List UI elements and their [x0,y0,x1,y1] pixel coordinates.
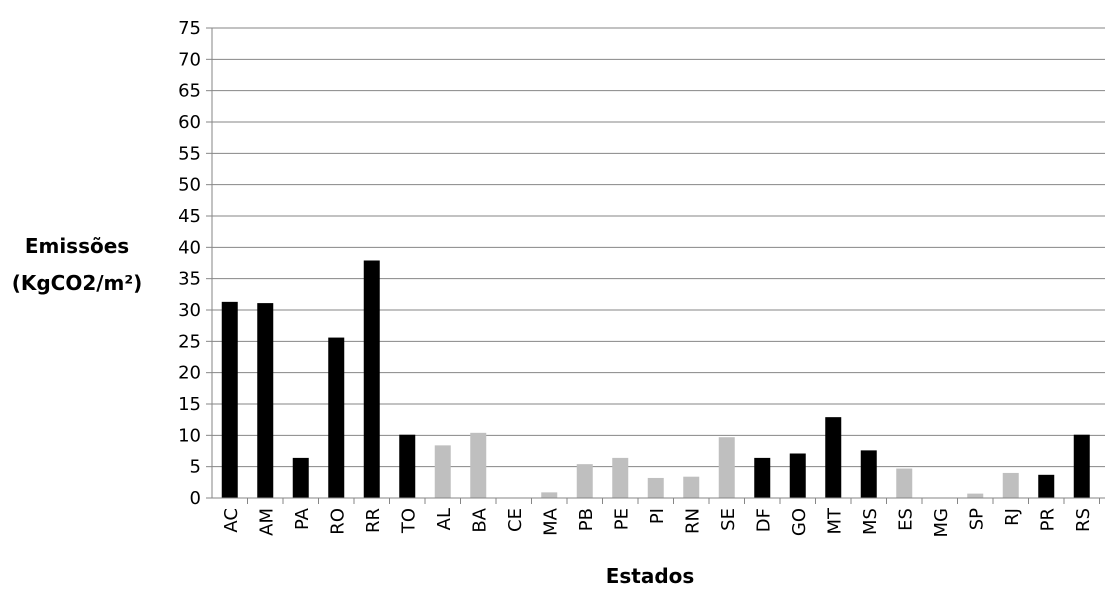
bar-pa [292,457,309,498]
y-tick-label: 35 [178,269,201,290]
bar-se [718,437,735,498]
bar-mt [825,417,842,498]
bar-am [257,303,274,498]
axes [211,28,1105,499]
x-tick-label-go: GO [789,508,810,536]
bar-to [399,434,416,498]
y-tick-label: 60 [178,112,201,133]
x-tick-label-to: TO [398,508,419,534]
bar-es [896,468,913,498]
x-tick-label-mt: MT [824,507,845,535]
y-tick-label: 55 [178,143,201,164]
bar-ms [860,450,877,498]
y-axis-title-line2: (KgCO2/m²) [12,271,143,295]
x-tick-label-pr: PR [1037,508,1058,531]
y-axis-title-line1: Emissões [25,234,129,258]
x-tick-label-pb: PB [576,508,597,531]
x-tick-label-pe: PE [611,508,632,530]
bar-pi [647,477,664,498]
bar-rs [1073,434,1090,498]
y-axis-ticks: 0 5 10 15 20 25 30 35 40 45 50 55 60 65 70 75 [178,18,212,509]
bar-pe [612,457,629,498]
y-tick-label: 70 [178,49,201,70]
y-tick-label: 20 [178,363,201,384]
bar-rr [363,260,380,498]
x-tick-label-am: AM [256,508,277,536]
y-tick-label: 5 [190,457,201,478]
x-axis-title: Estados [606,564,695,588]
y-tick-label: 40 [178,237,201,258]
x-tick-label-sp: SP [966,508,987,530]
y-tick-label: 30 [178,300,201,321]
bar-pb [576,464,593,498]
x-tick-label-mg: MG [931,508,952,537]
bars [221,260,1090,498]
x-tick-label-df: DF [753,508,774,532]
x-tick-label-rs: RS [1073,508,1094,532]
x-tick-label-ro: RO [327,508,348,535]
bar-al [434,445,451,498]
y-tick-label: 45 [178,206,201,227]
y-tick-label: 75 [178,18,201,39]
gridlines [212,27,1105,468]
y-tick-label: 15 [178,394,201,415]
bar-ba [470,432,487,498]
x-tick-label-rj: RJ [1002,508,1023,526]
x-tick-label-ac: AC [221,508,242,533]
y-tick-label: 0 [190,488,201,509]
x-tick-label-rr: RR [363,508,384,533]
bar-go [789,453,806,498]
x-axis-ticks: AC AM PA RO RR TO AL BA CE MA PB PE PI RN SE DF GO MT MS ES… [221,498,1100,537]
bar-pr [1038,474,1055,498]
bar-ma [541,492,558,498]
bar-sp [967,493,984,498]
bar-ac [221,301,238,498]
x-tick-label-al: AL [434,508,455,530]
x-tick-label-ms: MS [860,508,881,535]
y-tick-label: 10 [178,425,201,446]
y-tick-label: 65 [178,81,201,102]
bar-rn [683,476,700,498]
bar-ro [328,337,345,498]
x-tick-label-es: ES [895,508,916,531]
x-tick-label-se: SE [718,508,739,531]
x-tick-label-ce: CE [505,508,526,532]
y-tick-label: 25 [178,331,201,352]
x-tick-label-pa: PA [292,507,313,530]
bar-rj [1002,472,1019,498]
x-tick-label-rn: RN [682,508,703,534]
bar-df [754,457,771,498]
x-tick-label-ba: BA [469,507,490,532]
x-tick-label-ma: MA [540,507,561,536]
x-tick-label-pi: PI [647,508,668,524]
y-tick-label: 50 [178,175,201,196]
